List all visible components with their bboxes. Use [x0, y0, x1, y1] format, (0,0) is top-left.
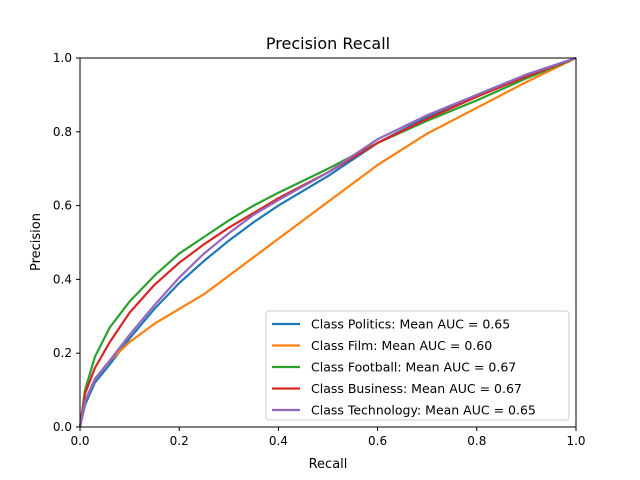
y-tick-label: 0.2 — [53, 346, 72, 360]
y-tick-label: 0.6 — [53, 199, 72, 213]
x-axis-label: Recall — [309, 457, 348, 472]
x-tick-label: 0.6 — [368, 434, 387, 448]
x-tick-label: 0.2 — [170, 434, 189, 448]
legend-box — [265, 310, 570, 421]
series-line-4 — [78, 56, 577, 428]
legend-entry-label: Class Business: Mean AUC = 0.67 — [311, 381, 522, 396]
legend-entry-label: Class Film: Mean AUC = 0.60 — [311, 338, 492, 353]
axes-frame — [79, 57, 577, 428]
x-tick-label: 0.4 — [269, 434, 288, 448]
legend-entry-label: Class Technology: Mean AUC = 0.65 — [311, 403, 536, 418]
series-line-1 — [78, 56, 577, 428]
axes: 0.0 0.2 0.4 0.6 0.8 1.0 0.0 0.2 0.4 0.6 0.8 1.0 — [53, 51, 586, 448]
legend-entry-label: Class Football: Mean AUC = 0.67 — [311, 360, 516, 375]
y-tick-label: 0.8 — [53, 125, 72, 139]
chart-title: Precision Recall — [266, 34, 390, 53]
legend: Class Politics: Mean AUC = 0.65 Class Fil… — [265, 310, 570, 421]
series-line-5 — [78, 56, 577, 428]
legend-entry-label: Class Politics: Mean AUC = 0.65 — [311, 317, 510, 332]
plot-area — [78, 56, 577, 428]
x-tick-label: 0.8 — [467, 434, 486, 448]
series-line-3 — [78, 56, 577, 428]
x-tick-label: 1.0 — [566, 434, 585, 448]
y-axis-label: Precision — [29, 213, 44, 271]
y-tick-label: 0.4 — [53, 272, 72, 286]
x-tick-label: 0.0 — [70, 434, 89, 448]
y-tick-label: 1.0 — [53, 51, 72, 65]
y-tick-label: 0.0 — [53, 420, 72, 434]
